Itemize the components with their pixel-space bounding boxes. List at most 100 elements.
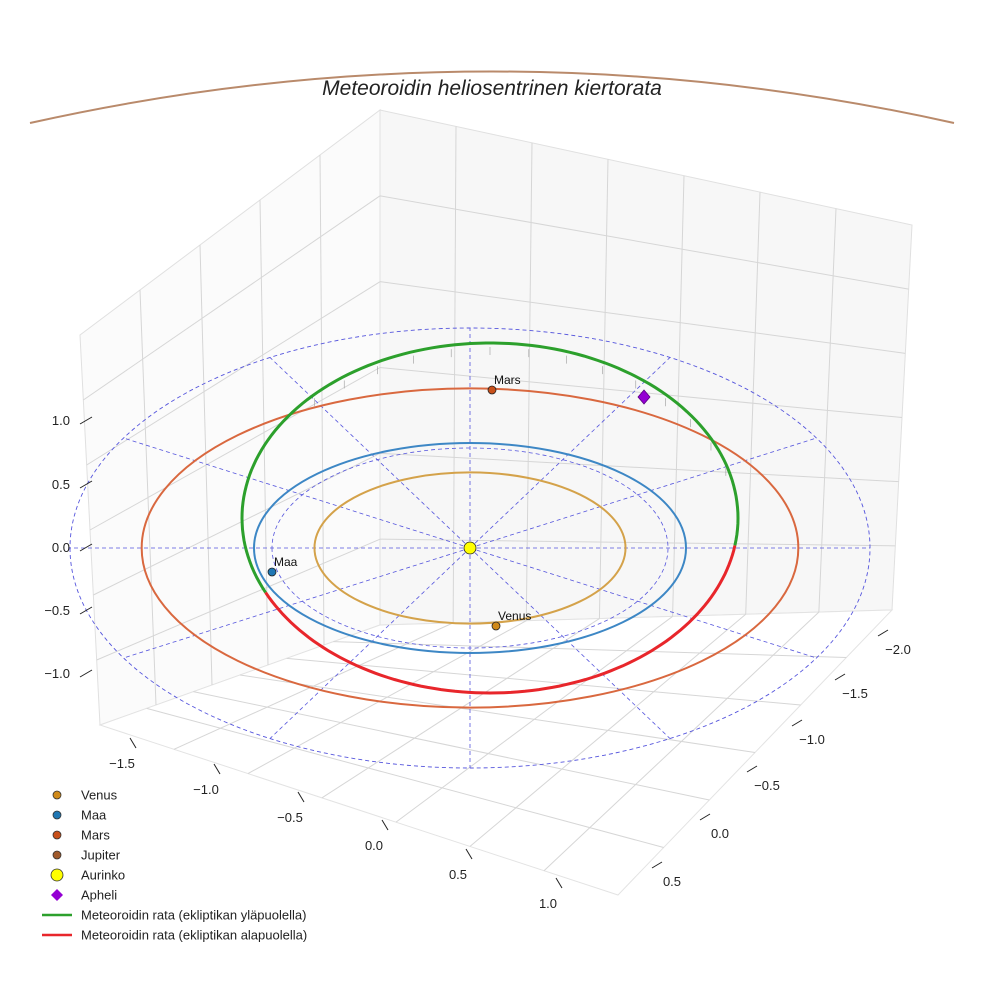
right-wall-gridline xyxy=(379,538,896,547)
orbit-maa xyxy=(252,442,688,654)
right-wall-vertical xyxy=(598,159,609,619)
orbit-jupiter xyxy=(29,70,955,124)
right-wall-vertical xyxy=(745,192,761,615)
x-tick-mark xyxy=(381,819,389,831)
y-tick-mark xyxy=(877,629,889,637)
x-tick-label: 0.5 xyxy=(449,867,467,882)
z-tick-mark xyxy=(79,606,93,615)
legend-label: Maa xyxy=(81,808,107,823)
z-tick-label: 1.0 xyxy=(52,413,70,428)
legend-marker xyxy=(52,850,62,860)
right-wall-vertical xyxy=(525,142,533,621)
right-wall-vertical xyxy=(818,208,837,613)
legend-entry: Meteoroidin rata (ekliptikan yläpuolella… xyxy=(42,908,306,923)
right-wall-vertical xyxy=(452,126,457,623)
legend-marker xyxy=(52,810,62,820)
body-venus xyxy=(491,621,501,631)
y-tick-mark xyxy=(746,765,758,773)
z-tick-label: −1.0 xyxy=(44,666,70,681)
left-wall-vertical xyxy=(319,154,325,646)
y-tick-label: 0.5 xyxy=(663,874,681,889)
body-label-maa: Maa xyxy=(274,555,298,569)
right-wall-gridline xyxy=(379,281,906,354)
legend-marker xyxy=(52,790,62,800)
legend-entry: Jupiter xyxy=(52,848,121,863)
body-label-mars: Mars xyxy=(494,373,521,387)
x-tick-label: 0.0 xyxy=(365,838,383,853)
left-pane xyxy=(79,109,381,726)
x-tick-mark xyxy=(465,848,473,860)
z-tick-label: −0.5 xyxy=(44,603,70,618)
x-tick-label: −1.5 xyxy=(109,756,135,771)
right-wall-gridline xyxy=(379,367,903,418)
legend-label: Meteoroidin rata (ekliptikan alapuolella… xyxy=(81,928,307,943)
x-tick-mark xyxy=(297,791,305,803)
reference-radial-line xyxy=(123,547,471,659)
legend-entry: Venus xyxy=(52,788,118,803)
left-wall-vertical xyxy=(139,289,157,706)
x-tick-label: −1.0 xyxy=(193,782,219,797)
chart-title: Meteoroidin heliosentrinen kiertorata xyxy=(322,77,662,100)
legend-label: Apheli xyxy=(81,888,117,903)
bodies: Venus Maa Mars xyxy=(267,373,651,631)
orbit-mars xyxy=(140,387,800,709)
meteoroid-orbit-below xyxy=(264,545,737,695)
x-tick-mark xyxy=(213,763,221,775)
y-tick-label: −2.0 xyxy=(885,642,911,657)
legend-entry: Apheli xyxy=(51,888,117,903)
legend-entry: Maa xyxy=(52,808,107,823)
title-group: Meteoroidin heliosentrinen kiertorata xyxy=(322,77,662,100)
grid-lines xyxy=(83,126,909,872)
y-tick-label: −0.5 xyxy=(754,778,780,793)
axis-panes xyxy=(79,109,913,896)
left-wall-gridline xyxy=(83,195,381,401)
left-wall-gridline xyxy=(93,452,381,596)
legend-label: Meteoroidin rata (ekliptikan yläpuolella… xyxy=(81,908,306,923)
tick-labels: −1.0 −0.5 0.0 0.5 1.0 −1.5 −1.0 −0.5 0.0 0.5 1.0 −2… xyxy=(44,413,911,911)
meteoroid-orbit-above xyxy=(240,341,740,594)
meteoroid-orbit xyxy=(240,341,740,695)
x-tick-mark xyxy=(555,877,563,889)
left-wall-gridline xyxy=(86,281,381,466)
floor-gridline xyxy=(193,691,710,801)
reference-radial-line xyxy=(123,437,471,549)
floor-gridline xyxy=(239,674,756,753)
y-tick-mark xyxy=(834,673,846,681)
legend-entry: Aurinko xyxy=(50,868,125,883)
legend: Venus Maa Mars Jupiter Aurinko Apheli Meteoroi… xyxy=(42,788,307,943)
legend-entry: Mars xyxy=(52,828,110,843)
orbit-venus xyxy=(313,471,627,625)
x-tick-label: 1.0 xyxy=(539,896,557,911)
floor-gridline xyxy=(286,657,801,706)
body-mars xyxy=(487,385,497,395)
ecliptic-reference-grid xyxy=(69,327,871,769)
legend-label: Jupiter xyxy=(81,848,121,863)
x-tick-mark xyxy=(129,737,137,749)
left-wall-vertical xyxy=(259,199,269,666)
x-tick-label: −0.5 xyxy=(277,810,303,825)
legend-marker xyxy=(52,830,62,840)
aphelion-marker xyxy=(637,389,651,405)
legend-label: Mars xyxy=(81,828,110,843)
z-tick-mark xyxy=(79,669,93,678)
legend-label: Venus xyxy=(81,788,118,803)
planet-orbits xyxy=(29,70,955,709)
z-tick-mark xyxy=(79,416,93,425)
right-wall-vertical xyxy=(672,175,685,617)
left-wall-gridline xyxy=(89,367,381,531)
y-tick-label: 0.0 xyxy=(711,826,729,841)
reference-circle-inner xyxy=(271,447,669,649)
z-tick-label: 0.5 xyxy=(52,477,70,492)
z-tick-label: 0.0 xyxy=(52,540,70,555)
y-tick-mark xyxy=(651,861,663,869)
reference-radial-line xyxy=(469,437,817,549)
legend-label: Aurinko xyxy=(81,868,125,883)
legend-marker xyxy=(50,868,64,882)
y-tick-label: −1.5 xyxy=(842,686,868,701)
right-wall-gridline xyxy=(379,452,899,483)
z-tick-mark xyxy=(79,480,93,489)
y-tick-label: −1.0 xyxy=(799,732,825,747)
y-tick-mark xyxy=(699,813,711,821)
